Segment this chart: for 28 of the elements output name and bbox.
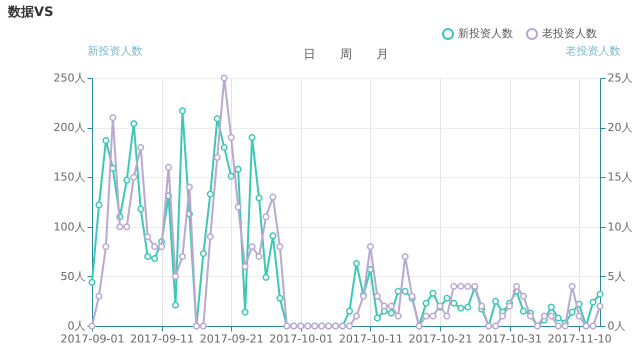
x-tick-label: 2017-10-21 <box>408 332 472 346</box>
y-tick-label: 0人 <box>68 320 86 332</box>
y-tick-label: 200人 <box>54 121 86 134</box>
x-tick-label: 2017-09-01 <box>60 332 124 346</box>
y2-tick-label: 25人 <box>608 72 632 84</box>
text: 月 <box>376 47 388 61</box>
y2-tick-label: 5人 <box>608 270 626 283</box>
y2-tick-label: 15人 <box>608 170 632 184</box>
x-tick-label: 2017-11-10 <box>548 332 612 346</box>
y-tick-label: 50人 <box>60 270 86 283</box>
y-tick-label: 100人 <box>54 220 86 234</box>
y2-tick-label: 20人 <box>608 121 632 134</box>
y2-tick-label: 0人 <box>608 320 626 332</box>
y-tick-label: 150人 <box>54 170 86 184</box>
x-tick-label: 2017-10-01 <box>269 332 334 346</box>
text: 日 <box>304 47 316 61</box>
y2-tick-label: 10人 <box>608 220 632 234</box>
x-tick-label: 2017-10-11 <box>338 332 403 346</box>
x-tick-label: 2017-09-21 <box>200 332 264 346</box>
chart-title: 数据VS <box>7 5 54 20</box>
y-tick-label: 250人 <box>54 72 86 84</box>
text: 周 <box>340 47 352 61</box>
y2-axis-title: 老投资人数 <box>566 44 620 58</box>
x-tick-label: 2017-10-31 <box>478 332 542 346</box>
x-tick-label: 2017-09-11 <box>130 332 194 346</box>
legend-label: 新投资人数 <box>458 27 513 40</box>
legend-label: 老投资人数 <box>542 27 597 40</box>
y-axis-title: 新投资人数 <box>88 44 142 58</box>
